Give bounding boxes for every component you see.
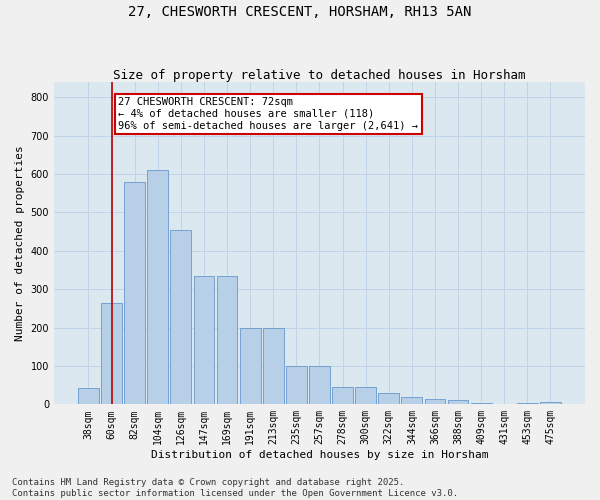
Bar [540, 402, 561, 404]
Bar [78, 388, 99, 404]
Bar [332, 387, 353, 404]
Bar [425, 398, 445, 404]
Bar [263, 328, 284, 404]
Bar [148, 170, 168, 404]
Bar [124, 182, 145, 404]
Bar [379, 393, 399, 404]
Bar [217, 276, 238, 404]
Bar [448, 400, 469, 404]
Bar [194, 276, 214, 404]
Text: Contains HM Land Registry data © Crown copyright and database right 2025.
Contai: Contains HM Land Registry data © Crown c… [12, 478, 458, 498]
Bar [101, 302, 122, 404]
Text: 27, CHESWORTH CRESCENT, HORSHAM, RH13 5AN: 27, CHESWORTH CRESCENT, HORSHAM, RH13 5A… [128, 5, 472, 19]
Bar [355, 387, 376, 404]
Y-axis label: Number of detached properties: Number of detached properties [15, 146, 25, 341]
Text: 27 CHESWORTH CRESCENT: 72sqm
← 4% of detached houses are smaller (118)
96% of se: 27 CHESWORTH CRESCENT: 72sqm ← 4% of det… [118, 98, 418, 130]
Bar [240, 328, 260, 404]
X-axis label: Distribution of detached houses by size in Horsham: Distribution of detached houses by size … [151, 450, 488, 460]
Bar [401, 396, 422, 404]
Bar [471, 403, 491, 404]
Title: Size of property relative to detached houses in Horsham: Size of property relative to detached ho… [113, 69, 526, 82]
Bar [170, 230, 191, 404]
Bar [309, 366, 330, 405]
Bar [517, 403, 538, 404]
Bar [286, 366, 307, 405]
